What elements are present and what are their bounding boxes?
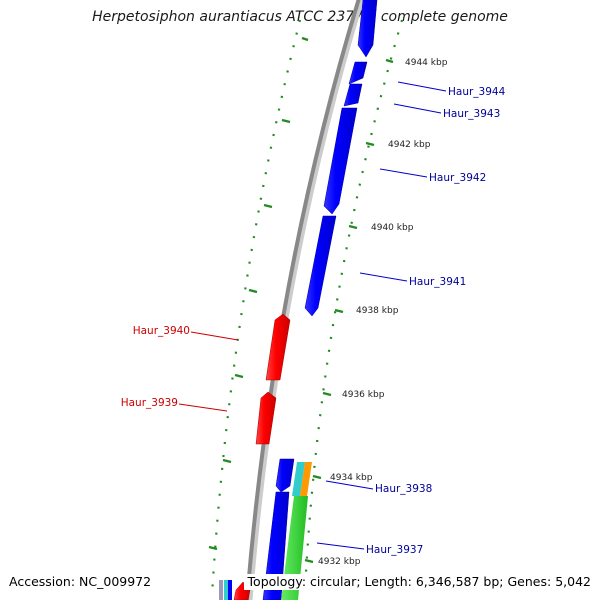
kbp-label: 4938 kbp <box>356 306 399 316</box>
major-tick <box>312 474 322 480</box>
topology-text: circular <box>310 574 357 589</box>
genes-label: Genes: <box>507 574 552 589</box>
leader-line-haur-3941 <box>359 272 408 282</box>
kbp-label: 4942 kbp <box>388 140 431 150</box>
gene-arrow-haur-3937[interactable] <box>262 491 290 600</box>
major-tick <box>263 203 273 209</box>
accession-info: Accession: NC_009972 <box>9 574 152 590</box>
gene-arrow-haur-3938[interactable] <box>275 458 295 493</box>
feature-cyan[interactable] <box>292 462 305 496</box>
genome-stats: Topology: circular; Length: 6,346,587 bp… <box>243 574 591 590</box>
major-tick <box>365 141 375 147</box>
feature-blue-small <box>228 580 232 600</box>
major-tick <box>304 558 314 564</box>
gene-arrow-haur-3941[interactable] <box>304 215 337 317</box>
major-tick <box>348 224 358 230</box>
major-tick <box>222 458 232 464</box>
genome-backbone <box>245 0 361 600</box>
map-title: Herpetosiphon aurantiacus ATCC 23779, co… <box>92 9 508 25</box>
leader-line-haur-3943 <box>393 103 442 114</box>
gene-label-haur-3939[interactable]: Haur_3939 <box>121 397 178 409</box>
major-tick <box>234 373 244 379</box>
gene-label-haur-3941[interactable]: Haur_3941 <box>409 276 466 288</box>
gene-label-haur-3944[interactable]: Haur_3944 <box>448 86 506 98</box>
kbp-label: 4940 kbp <box>371 223 414 233</box>
major-tick <box>208 545 218 551</box>
accession-value: NC_009972 <box>79 574 152 589</box>
accession-label: Accession: <box>9 574 76 589</box>
gene-label-haur-3937[interactable]: Haur_3937 <box>366 544 423 556</box>
leader-line-haur-3940 <box>190 331 239 341</box>
genes-value: 5,042 <box>555 574 591 589</box>
kbp-label: 4934 kbp <box>330 473 373 483</box>
length-value: 6,346,587 bp; <box>415 574 504 589</box>
gene-arrow-haur-3944[interactable] <box>348 61 368 85</box>
kbp-label: 4936 kbp <box>342 390 385 400</box>
leader-line-haur-3938 <box>325 480 374 490</box>
topology-label: Topology: <box>247 574 307 589</box>
topology-value: circular; <box>310 574 361 589</box>
major-tick <box>385 58 394 64</box>
gene-arrow-haur-3943[interactable] <box>343 83 363 107</box>
outer-scale-track <box>303 19 404 591</box>
leader-line-haur-3942 <box>379 168 428 178</box>
gene-label-haur-3943[interactable]: Haur_3943 <box>443 108 500 120</box>
feature-gray <box>219 580 223 600</box>
major-ticks <box>208 36 394 564</box>
major-tick <box>248 288 258 294</box>
major-tick <box>322 391 332 397</box>
leader-line-haur-3939 <box>178 403 228 412</box>
gene-arrow-haur-3942[interactable] <box>323 107 358 215</box>
major-tick <box>281 118 291 124</box>
gene-label-haur-3938[interactable]: Haur_3938 <box>375 483 432 495</box>
leader-line-haur-3944 <box>397 81 447 92</box>
kbp-label: 4932 kbp <box>318 557 361 567</box>
gene-label-haur-3940[interactable]: Haur_3940 <box>133 325 190 337</box>
gene-label-haur-3942[interactable]: Haur_3942 <box>429 172 486 184</box>
feature-cyan-small <box>224 580 228 600</box>
gene-arrow-haur-3945[interactable] <box>357 0 378 58</box>
major-tick <box>301 36 309 42</box>
gene-arrow-haur-3940[interactable] <box>265 313 291 381</box>
kbp-label: 4944 kbp <box>405 58 448 68</box>
length-label: Length: <box>364 574 412 589</box>
leader-line-haur-3937 <box>316 542 365 550</box>
major-tick <box>334 308 344 314</box>
gene-arrow-haur-3939[interactable] <box>255 391 277 445</box>
length-text: 6,346,587 bp <box>415 574 500 589</box>
feature-orange[interactable] <box>300 462 312 496</box>
